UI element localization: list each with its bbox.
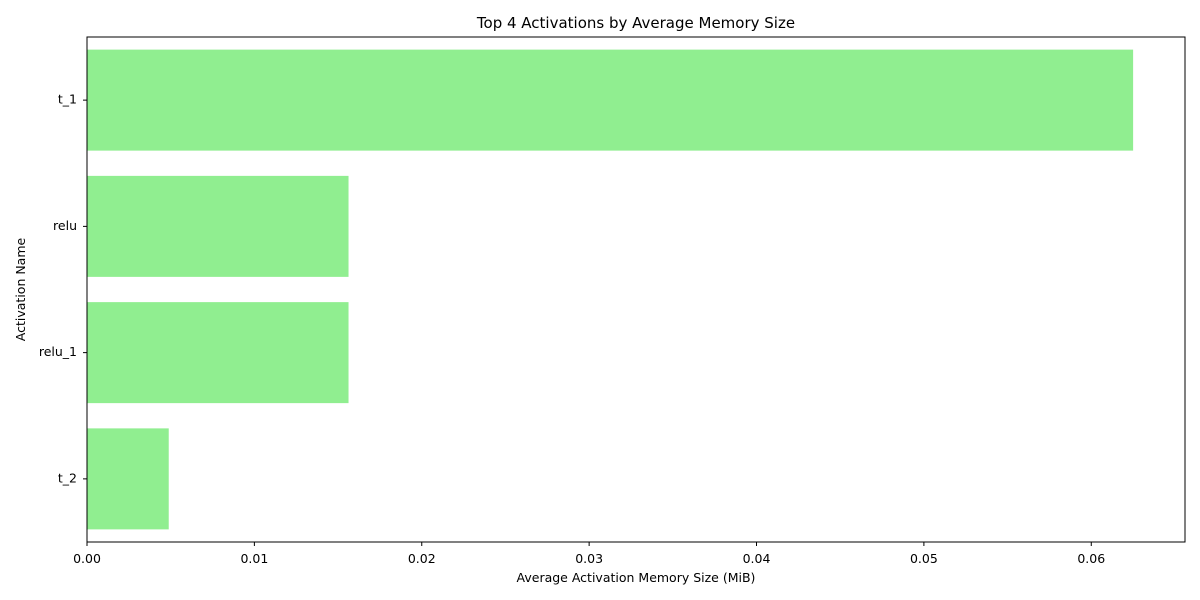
x-tick-label: 0.05 — [910, 551, 938, 566]
bars-layer — [87, 49, 1134, 530]
plot-frame — [86, 36, 1186, 543]
y-tick-label: t_2 — [58, 470, 77, 485]
bar-relu — [87, 175, 349, 277]
y-tick-label: relu — [53, 218, 77, 233]
x-tick-label: 0.06 — [1077, 551, 1105, 566]
x-axis-ticks: 0.00 0.01 0.02 0.03 0.04 0.05 0.06 — [73, 542, 1105, 566]
bar-t-2 — [87, 428, 169, 530]
x-tick-label: 0.04 — [743, 551, 771, 566]
y-axis-label: Activation Name — [13, 237, 28, 341]
x-tick-label: 0.02 — [408, 551, 436, 566]
x-tick-label: 0.01 — [240, 551, 268, 566]
chart-title: Top 4 Activations by Average Memory Size — [476, 14, 795, 32]
bar-t-1 — [87, 49, 1134, 151]
y-tick-label: t_1 — [58, 92, 77, 107]
x-tick-label: 0.03 — [575, 551, 603, 566]
bar-relu-1 — [87, 302, 349, 404]
x-axis-label: Average Activation Memory Size (MiB) — [517, 570, 756, 585]
y-tick-label: relu_1 — [39, 344, 77, 359]
x-tick-label: 0.00 — [73, 551, 101, 566]
